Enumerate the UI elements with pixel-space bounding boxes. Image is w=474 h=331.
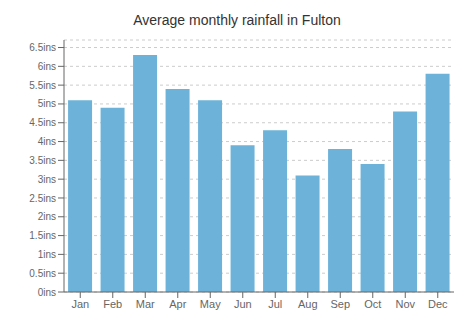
svg-text:4ins: 4ins — [38, 136, 56, 147]
svg-text:May: May — [200, 298, 221, 310]
svg-text:4.5ins: 4.5ins — [29, 117, 56, 128]
html-text:Average monthly rainfall in Fu: Average monthly rainfall in Fulton — [133, 12, 341, 28]
svg-text:2.5ins: 2.5ins — [29, 193, 56, 204]
svg-text:1.5ins: 1.5ins — [29, 230, 56, 241]
svg-text:6ins: 6ins — [38, 61, 56, 72]
svg-text:Jul: Jul — [268, 298, 282, 310]
svg-text:Mar: Mar — [136, 298, 155, 310]
svg-text:Aug: Aug — [298, 298, 318, 310]
svg-text:Apr: Apr — [169, 298, 186, 310]
svg-text:Jan: Jan — [71, 298, 89, 310]
svg-text:Feb: Feb — [103, 298, 122, 310]
svg-text:0.5ins: 0.5ins — [29, 268, 56, 279]
svg-text:Oct: Oct — [364, 298, 381, 310]
svg-text:Nov: Nov — [395, 298, 415, 310]
svg-text:5.5ins: 5.5ins — [29, 80, 56, 91]
svg-text:2ins: 2ins — [38, 211, 56, 222]
svg-text:0ins: 0ins — [38, 287, 56, 298]
svg-text:3ins: 3ins — [38, 174, 56, 185]
svg-text:5ins: 5ins — [38, 98, 56, 109]
svg-text:1ins: 1ins — [38, 249, 56, 260]
svg-text:6.5ins: 6.5ins — [29, 42, 56, 53]
svg-text:Jun: Jun — [234, 298, 252, 310]
svg-text:Sep: Sep — [330, 298, 350, 310]
svg-text:3.5ins: 3.5ins — [29, 155, 56, 166]
svg-text:Dec: Dec — [428, 298, 448, 310]
